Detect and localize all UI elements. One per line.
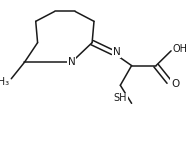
Text: OH: OH <box>173 44 188 54</box>
Text: CH₃: CH₃ <box>0 77 9 87</box>
Text: N: N <box>113 48 121 57</box>
Text: SH: SH <box>114 93 127 103</box>
Text: O: O <box>171 79 179 89</box>
Text: N: N <box>67 57 75 67</box>
